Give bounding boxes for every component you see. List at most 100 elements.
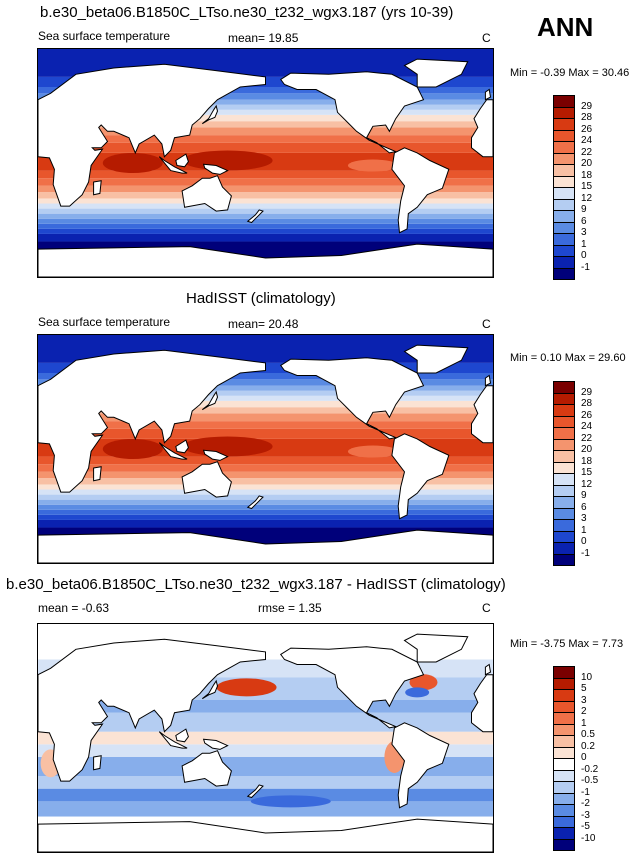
warm-bias (409, 674, 438, 691)
season-label: ANN (537, 12, 594, 42)
continent-outline (246, 784, 264, 799)
colorbar-tick-label: 12 (581, 192, 593, 204)
panel3-minmax-label: Min = -3.75 Max = 7.73 (510, 638, 624, 650)
field-band (38, 400, 493, 408)
field-band (38, 135, 493, 143)
continent-outline (158, 156, 188, 174)
warm-pool (102, 153, 163, 173)
panel2-mean-label: mean= 20.48 (228, 317, 299, 331)
field-band (38, 142, 493, 153)
field-band (38, 208, 493, 214)
continent-outline (484, 663, 492, 676)
continent-outline (158, 731, 188, 749)
continent-outline (202, 449, 229, 461)
panel3-units-label: C (482, 601, 491, 615)
continent-outline (391, 147, 450, 234)
field-band (38, 801, 493, 817)
continent-outline (38, 243, 493, 277)
cold-bias (405, 687, 430, 698)
continent-outline (38, 349, 266, 493)
field-band (38, 109, 493, 115)
colorbar-tick-label: 0.2 (581, 740, 595, 752)
continent-outline (403, 633, 469, 663)
panel2-map-svg (38, 335, 493, 563)
cold-tongue (347, 445, 398, 458)
field-band (38, 421, 493, 429)
panel3-map (37, 623, 494, 853)
field-band (38, 373, 493, 380)
panel3-mean-label: mean = -0.63 (38, 601, 110, 615)
continent-outline (201, 390, 219, 411)
field-band (38, 395, 493, 401)
continent-outline (279, 71, 425, 154)
colorbar-tick-label: -2 (581, 798, 590, 809)
continent-outline (202, 738, 229, 750)
continent-outline (403, 58, 469, 88)
continent-outline (175, 728, 189, 743)
panel1-map-svg (38, 49, 493, 277)
colorbar-tick-label: 0.5 (581, 729, 595, 740)
panel1-minmax-label: Min = -0.39 Max = 30.46 (510, 67, 630, 79)
field-band (38, 519, 493, 528)
colorbar-tick-label: -5 (581, 821, 590, 832)
colorbar-tick-label: 1 (581, 717, 587, 729)
colorbar-tick-label: 28 (581, 398, 593, 409)
field-band (38, 390, 493, 396)
field-band (38, 87, 493, 94)
continent-outline (181, 750, 232, 787)
continent-outline (279, 357, 425, 440)
colorbar-tick-label: 9 (581, 204, 587, 215)
colorbar-tick-label: 0 (581, 752, 587, 763)
colorbar-tick-label: 20 (581, 444, 593, 455)
colorbar-tick-label: -1 (581, 786, 590, 798)
panel1-title: b.e30_beta06.B1850C_LTso.ne30_t232_wgx3.… (40, 4, 454, 21)
field-band (38, 744, 493, 757)
colorbar-tick-label: -3 (581, 809, 590, 821)
colorbar-tick-label: -0.2 (581, 763, 599, 775)
field-band (38, 385, 493, 391)
colorbar-tick-label: -1 (581, 261, 590, 273)
colorbar-tick-label: 15 (581, 467, 593, 478)
colorbar-tick-label: -0.5 (581, 775, 599, 786)
panel1-map (37, 48, 494, 278)
field-band (38, 428, 493, 439)
field-band (38, 185, 493, 193)
field-band (38, 99, 493, 105)
field-band (38, 788, 493, 802)
field-band (38, 104, 493, 110)
field-band (38, 223, 493, 229)
colorbar-tick-label: 24 (581, 421, 593, 432)
field-band (38, 776, 493, 789)
field-band (38, 192, 493, 199)
warm-pool (182, 436, 273, 457)
field-band (38, 494, 493, 500)
field-band (38, 514, 493, 520)
panel1-variable-label: Sea surface temperature (38, 29, 171, 43)
colorbar-tick-label: 20 (581, 158, 593, 169)
panel2-variable-label: Sea surface temperature (38, 315, 171, 329)
field-band (38, 464, 493, 472)
colorbar-tick-label: 3 (581, 227, 587, 238)
colorbar-tick-label: 2 (581, 706, 587, 717)
continent-outline (279, 646, 425, 729)
field-band (38, 712, 493, 732)
colorbar-tick-label: 26 (581, 123, 593, 135)
colorbar-tick-label: 24 (581, 135, 593, 146)
continent-outline (471, 385, 493, 444)
continent-outline (181, 175, 232, 212)
panel1-mean-label: mean= 19.85 (228, 31, 299, 45)
field-band (38, 170, 493, 179)
colorbar-tick-label: 26 (581, 409, 593, 421)
continent-outline (471, 99, 493, 158)
continent-outline (471, 674, 493, 733)
continent-outline (38, 638, 266, 782)
colorbar-tick-label: 9 (581, 490, 587, 501)
field-band (38, 203, 493, 209)
warm-bias (216, 678, 277, 697)
panel2-minmax-label: Min = 0.10 Max = 29.60 (510, 352, 626, 364)
field-band (38, 413, 493, 422)
continent-outline (93, 755, 102, 771)
continent-outline (246, 209, 264, 224)
cold-bias (250, 795, 331, 808)
field-band (38, 509, 493, 515)
